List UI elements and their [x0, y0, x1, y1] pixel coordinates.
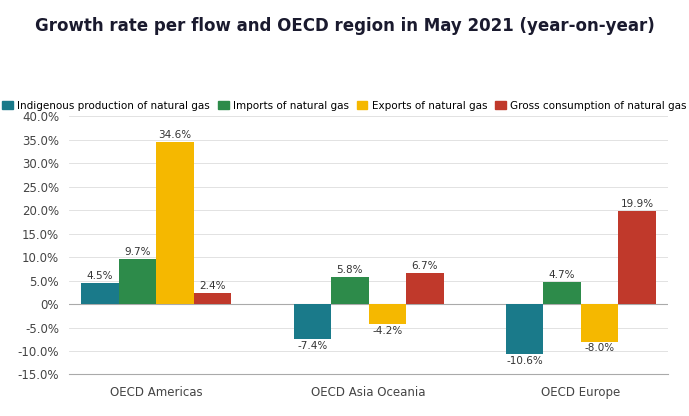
Bar: [331, 277, 369, 304]
Text: 34.6%: 34.6%: [158, 130, 192, 140]
Text: 4.5%: 4.5%: [87, 271, 114, 281]
Bar: [369, 304, 406, 324]
Bar: [194, 293, 232, 304]
Text: 9.7%: 9.7%: [124, 247, 151, 257]
Bar: [406, 272, 444, 304]
Bar: [294, 304, 331, 339]
Text: -4.2%: -4.2%: [372, 326, 402, 336]
Legend: Indigenous production of natural gas, Imports of natural gas, Exports of natural: Indigenous production of natural gas, Im…: [3, 101, 686, 111]
Bar: [581, 304, 619, 342]
Text: 5.8%: 5.8%: [337, 265, 363, 275]
Text: -7.4%: -7.4%: [297, 341, 327, 351]
Bar: [119, 259, 156, 304]
Text: 2.4%: 2.4%: [199, 281, 226, 291]
Bar: [506, 304, 544, 354]
Text: -8.0%: -8.0%: [584, 344, 615, 354]
Text: 4.7%: 4.7%: [549, 270, 575, 280]
Bar: [156, 142, 194, 304]
Text: -10.6%: -10.6%: [506, 356, 543, 366]
Text: 6.7%: 6.7%: [411, 261, 438, 271]
Bar: [544, 282, 581, 304]
Bar: [81, 283, 119, 304]
Bar: [619, 211, 656, 304]
Text: 19.9%: 19.9%: [621, 199, 654, 209]
Text: Growth rate per flow and OECD region in May 2021 (year-on-year): Growth rate per flow and OECD region in …: [34, 17, 655, 35]
